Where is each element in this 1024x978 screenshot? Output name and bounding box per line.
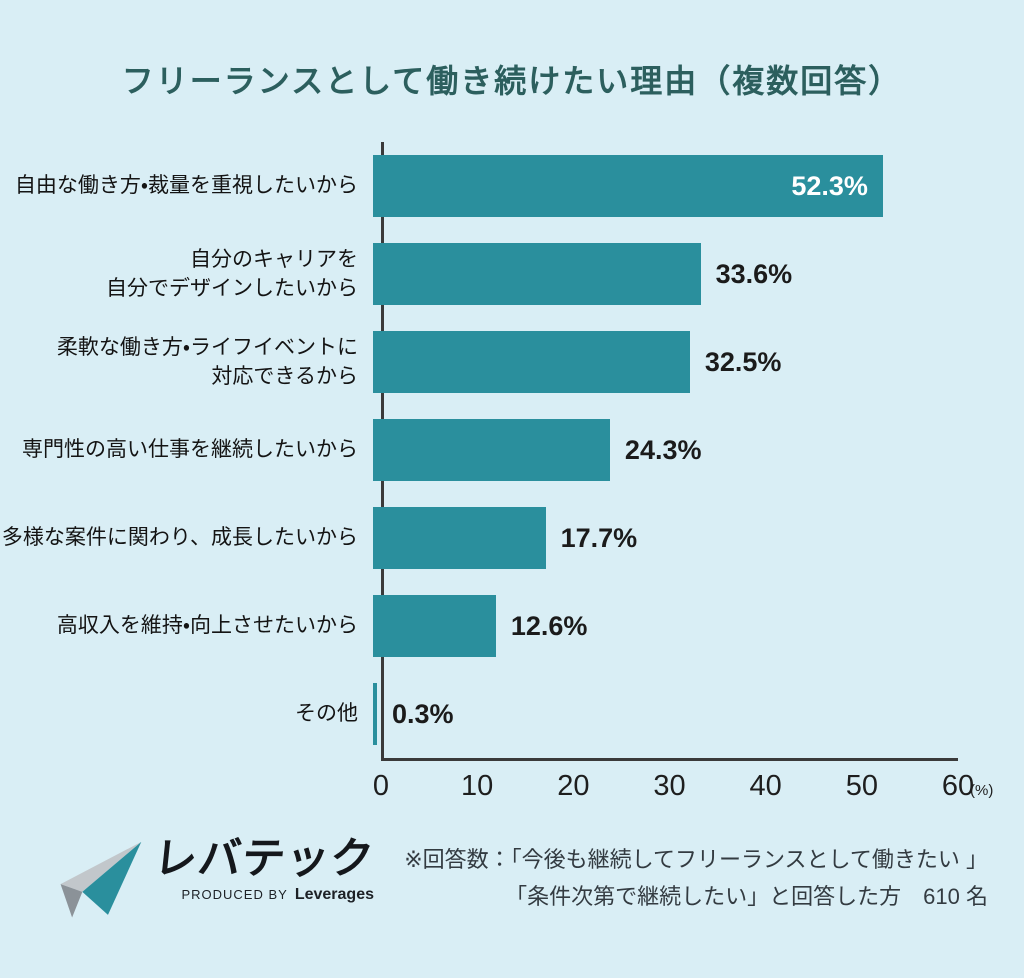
logo-produced-by: PRODUCED BY Leverages: [181, 886, 374, 904]
bar-row: 自分のキャリアを 自分でデザインしたいから 33.6%: [0, 230, 958, 318]
page-title: フリーランスとして働き続けたい理由（複数回答）: [121, 63, 903, 99]
bar-area: 12.6%: [370, 582, 958, 670]
bar-area: 33.6%: [370, 230, 958, 318]
bar: [373, 507, 546, 569]
x-axis-ticks: (%) 0 10 20 30 40 50 60: [373, 758, 993, 810]
bar: [373, 243, 701, 305]
produced-by-label: PRODUCED BY: [181, 887, 288, 903]
category-label: 自由な働き方・裁量を重視したいから: [14, 174, 358, 198]
x-tick-label: 40: [749, 770, 782, 802]
bar-row: 自由な働き方・裁量を重視したいから 52.3%: [0, 142, 958, 230]
category-label: 高収入を維持・向上させたいから: [56, 614, 358, 638]
footer: レバテック PRODUCED BY Leverages ※回答数：「今後も継続し…: [52, 835, 988, 920]
x-axis-unit: (%): [970, 782, 994, 799]
bar: [373, 331, 690, 393]
note-line-2: 「条件次第で継続したい」と回答した方 610 名: [505, 884, 988, 909]
bar: 52.3%: [373, 155, 883, 217]
bar-area: 24.3%: [370, 406, 958, 494]
bar: [373, 595, 496, 657]
note-line-1: ※回答数：「今後も継続してフリーランスとして働きたい 」: [404, 847, 988, 872]
brand-logo: レバテック PRODUCED BY Leverages: [52, 835, 377, 920]
x-axis-line: [381, 758, 958, 761]
chart-rows: 自由な働き方・裁量を重視したいから 52.3% 自分のキャリアを 自分でデザインしたい…: [0, 142, 958, 761]
category-label: 多様な案件に関わり、成長したいから: [1, 526, 358, 550]
x-tick-label: 0: [372, 770, 390, 802]
x-tick-label: 50: [845, 770, 878, 802]
bar-chart: 自由な働き方・裁量を重視したいから 52.3% 自分のキャリアを 自分でデザインしたい…: [0, 142, 993, 810]
value-label: 52.3%: [791, 170, 868, 201]
bar-row: 多様な案件に関わり、成長したいから 17.7%: [0, 494, 958, 582]
bar: [373, 683, 377, 745]
logo-brand-text: レバテック: [151, 835, 377, 883]
category-label: 柔軟な働き方・ライフイベントに 対応できるから: [56, 335, 358, 388]
bar-row: 柔軟な働き方・ライフイベントに 対応できるから 32.5%: [0, 318, 958, 406]
value-label: 17.7%: [560, 522, 638, 553]
company-name: Leverages: [294, 886, 374, 904]
x-tick-label: 10: [461, 770, 494, 802]
bar-row: 専門性の高い仕事を継続したいから 24.3%: [0, 406, 958, 494]
value-label: 0.3%: [392, 698, 454, 729]
x-tick-label: 20: [557, 770, 590, 802]
bar-row: その他 0.3%: [0, 670, 958, 758]
bar: [373, 419, 610, 481]
value-label: 33.6%: [715, 258, 793, 289]
logo-mark-icon: [60, 841, 142, 918]
bar-row: 高収入を維持・向上させたいから 12.6%: [0, 582, 958, 670]
value-label: 32.5%: [704, 346, 782, 377]
category-label: 自分のキャリアを 自分でデザインしたいから: [106, 247, 358, 300]
logo-text: レバテック PRODUCED BY Leverages: [151, 835, 377, 904]
category-label: その他: [295, 702, 358, 726]
category-label: 専門性の高い仕事を継続したいから: [22, 438, 358, 462]
x-tick-label: 30: [653, 770, 686, 802]
value-label: 24.3%: [624, 434, 702, 465]
bar-area: 17.7%: [370, 494, 958, 582]
bar-area: 52.3%: [370, 142, 958, 230]
x-tick-label: 60: [941, 770, 975, 802]
value-label: 12.6%: [510, 610, 588, 641]
bar-area: 32.5%: [370, 318, 958, 406]
survey-note: ※回答数：「今後も継続してフリーランスとして働きたい 」 「条件次第で継続したい…: [404, 841, 988, 915]
bar-area: 0.3%: [370, 670, 958, 758]
